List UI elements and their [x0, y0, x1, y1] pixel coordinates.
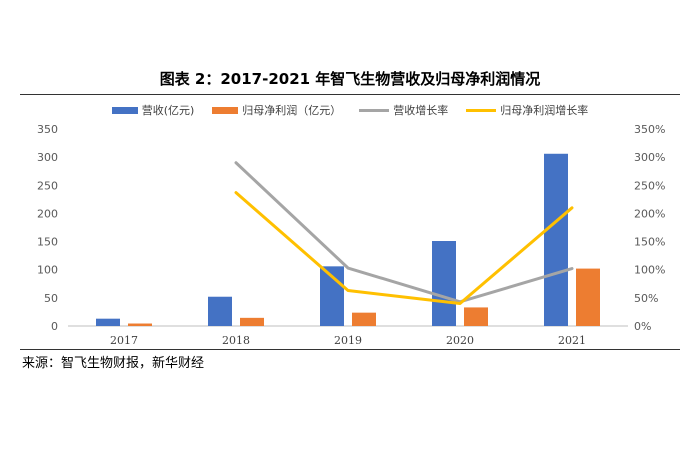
- bar-revenue: [208, 296, 232, 326]
- x-axis-tick-label: 2018: [222, 334, 250, 347]
- right-axis-tick-label: 300%: [634, 151, 665, 164]
- left-axis-tick-label: 100: [37, 264, 58, 277]
- legend-label-net-profit-growth: 归母净利润增长率: [500, 104, 589, 117]
- right-axis-tick-label: 100%: [634, 264, 665, 277]
- legend-item-net-profit-growth: 归母净利润增长率: [466, 102, 588, 118]
- bar-revenue: [96, 318, 120, 326]
- chart-title: 图表 2：2017-2021 年智飞生物营收及归母净利润情况: [159, 70, 541, 88]
- x-axis-tick-label: 2020: [446, 334, 474, 347]
- left-axis-tick-label: 350: [37, 123, 58, 136]
- left-axis-tick-label: 50: [44, 292, 58, 305]
- bar-net-profit: [464, 307, 488, 326]
- right-axis-tick-label: 150%: [634, 236, 665, 249]
- legend-label-revenue-growth: 营收增长率: [393, 104, 449, 117]
- bar-revenue: [432, 241, 456, 326]
- source-divider: [20, 349, 680, 350]
- legend-swatch-revenue-growth: [359, 108, 390, 112]
- legend-item-revenue: 营收(亿元): [111, 102, 195, 118]
- legend-item-revenue-growth: 营收增长率: [359, 102, 448, 118]
- left-axis-tick-label: 200: [37, 207, 58, 220]
- right-axis-tick-label: 350%: [634, 123, 665, 136]
- legend-swatch-net-profit-growth: [466, 108, 497, 112]
- legend-item-net-profit: 归母净利润（亿元）: [212, 102, 341, 118]
- chart-legend: 营收(亿元) 归母净利润（亿元） 营收增长率 归母净利润增长率: [0, 102, 700, 118]
- x-axis-tick-label: 2019: [334, 334, 362, 347]
- right-axis-tick-label: 0%: [634, 320, 651, 333]
- left-axis-tick-label: 0: [51, 320, 58, 333]
- right-axis-tick-label: 50%: [634, 292, 658, 305]
- legend-label-revenue: 营收(亿元): [141, 104, 195, 117]
- x-axis-tick-label: 2017: [110, 334, 138, 347]
- x-axis-tick-label: 2021: [558, 334, 586, 347]
- right-axis-tick-label: 200%: [634, 207, 665, 220]
- legend-swatch-revenue: [111, 106, 138, 114]
- bar-net-profit: [576, 268, 600, 326]
- line-series-revenue-growth: [234, 161, 574, 304]
- right-axis-tick-label: 250%: [634, 179, 665, 192]
- title-divider: [20, 94, 680, 95]
- bar-net-profit: [128, 323, 152, 326]
- legend-label-net-profit: 归母净利润（亿元）: [242, 104, 342, 117]
- source-note: 来源：智飞生物财报，新华财经: [22, 356, 205, 371]
- bar-net-profit: [352, 312, 376, 326]
- legend-swatch-net-profit: [212, 106, 239, 114]
- bar-net-profit: [240, 317, 264, 326]
- line-series-net-profit-growth: [234, 191, 574, 305]
- bar-revenue: [544, 153, 568, 326]
- left-axis-tick-label: 150: [37, 236, 58, 249]
- left-axis-tick-label: 300: [37, 151, 58, 164]
- left-axis-tick-label: 250: [37, 179, 58, 192]
